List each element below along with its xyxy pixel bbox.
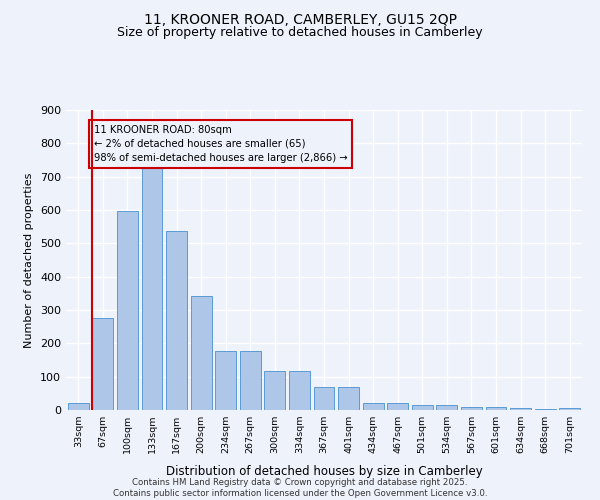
Text: 11, KROONER ROAD, CAMBERLEY, GU15 2QP: 11, KROONER ROAD, CAMBERLEY, GU15 2QP bbox=[143, 12, 457, 26]
Bar bbox=[142, 160, 163, 410]
Bar bbox=[117, 210, 138, 410]
Bar bbox=[559, 408, 580, 410]
Bar bbox=[338, 388, 359, 410]
Y-axis label: Number of detached properties: Number of detached properties bbox=[25, 172, 34, 348]
Bar bbox=[387, 402, 408, 410]
Bar bbox=[191, 296, 212, 410]
Bar bbox=[240, 350, 261, 410]
Bar bbox=[166, 231, 187, 410]
Text: Contains HM Land Registry data © Crown copyright and database right 2025.
Contai: Contains HM Land Registry data © Crown c… bbox=[113, 478, 487, 498]
Bar bbox=[461, 408, 482, 410]
Bar bbox=[265, 370, 286, 410]
Bar bbox=[68, 404, 89, 410]
Text: Size of property relative to detached houses in Camberley: Size of property relative to detached ho… bbox=[117, 26, 483, 39]
Bar bbox=[92, 318, 113, 410]
Bar bbox=[362, 402, 383, 410]
Bar bbox=[215, 350, 236, 410]
Bar bbox=[289, 370, 310, 410]
Bar bbox=[314, 388, 334, 410]
Bar bbox=[485, 408, 506, 410]
Text: Distribution of detached houses by size in Camberley: Distribution of detached houses by size … bbox=[166, 464, 482, 477]
Bar bbox=[510, 408, 531, 410]
Bar bbox=[436, 406, 457, 410]
Text: 11 KROONER ROAD: 80sqm
← 2% of detached houses are smaller (65)
98% of semi-deta: 11 KROONER ROAD: 80sqm ← 2% of detached … bbox=[94, 125, 347, 163]
Bar bbox=[412, 406, 433, 410]
